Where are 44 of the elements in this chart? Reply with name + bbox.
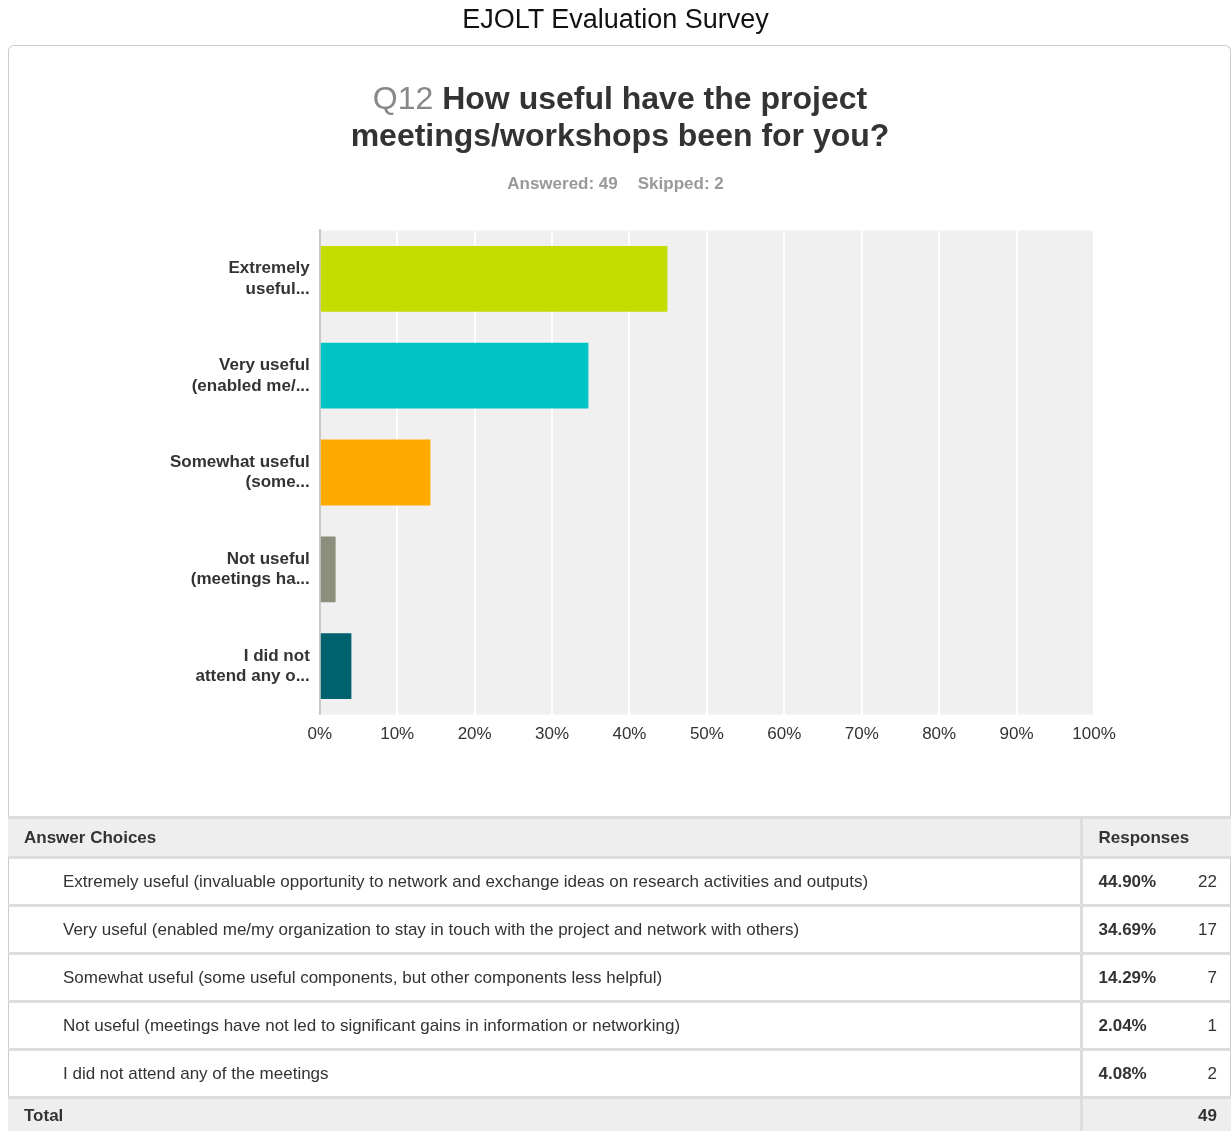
x-tick-label: 40% <box>612 724 647 744</box>
y-tick-label: Somewhat useful (some... <box>169 451 310 492</box>
text: I did not attend any of the meetings <box>8 1049 1081 1098</box>
bar <box>320 342 589 409</box>
x-tick-label: 70% <box>844 724 879 744</box>
bar <box>320 245 668 312</box>
text: Very useful (enabled me/my organization to stay in touch with the project and network with others) <box>8 905 1081 954</box>
text: Somewhat useful (some useful components, but other components less helpful) <box>8 953 1081 1002</box>
x-tick-label: 10% <box>380 724 415 744</box>
bar <box>320 439 431 506</box>
x-tick-label: 30% <box>535 724 570 744</box>
x-tick-label: 90% <box>999 724 1034 744</box>
x-tick-label: 20% <box>457 724 492 744</box>
chart-title: EJOLT Evaluation Survey <box>461 4 770 35</box>
x-tick-label: 60% <box>767 724 802 744</box>
chart-subtitle: Q12 How useful have the project meetings/workshops been for you? <box>349 80 891 154</box>
text: Extremely useful (invaluable opportunity to network and exchange ideas on research activities and outputs) <box>8 857 1081 906</box>
text: Answered: 49 <box>507 174 618 193</box>
bar <box>320 633 352 700</box>
text: Answer Choices <box>8 817 1081 858</box>
x-tick-label: 50% <box>689 724 724 744</box>
y-tick-label: I did not attend any o... <box>195 645 311 686</box>
text: 1 <box>1166 1001 1231 1050</box>
text: 49 <box>1081 1097 1231 1131</box>
text: 14.29% <box>1081 953 1166 1002</box>
text: 44.90% <box>1081 857 1166 906</box>
text: 7 <box>1166 953 1231 1002</box>
text: 2 <box>1166 1049 1231 1098</box>
y-tick-label: Not useful (meetings ha... <box>190 548 310 589</box>
text: Skipped: 2 <box>637 174 724 193</box>
text: Not useful (meetings have not led to significant gains in information or networking) <box>8 1001 1081 1050</box>
bar <box>320 536 336 603</box>
text: 17 <box>1166 905 1231 954</box>
text: 22 <box>1166 857 1231 906</box>
x-tick-label: 0% <box>307 724 333 744</box>
text: Total <box>8 1097 1081 1131</box>
text: 4.08% <box>1081 1049 1166 1098</box>
x-tick-label: 100% <box>1072 724 1116 744</box>
y-tick-label: Very useful (enabled me/... <box>191 355 310 395</box>
text: 34.69% <box>1081 905 1166 954</box>
y-tick-label: Extremely useful... <box>228 258 311 298</box>
text: 2.04% <box>1081 1001 1166 1050</box>
text: Responses <box>1081 817 1231 858</box>
x-tick-label: 80% <box>922 724 957 744</box>
